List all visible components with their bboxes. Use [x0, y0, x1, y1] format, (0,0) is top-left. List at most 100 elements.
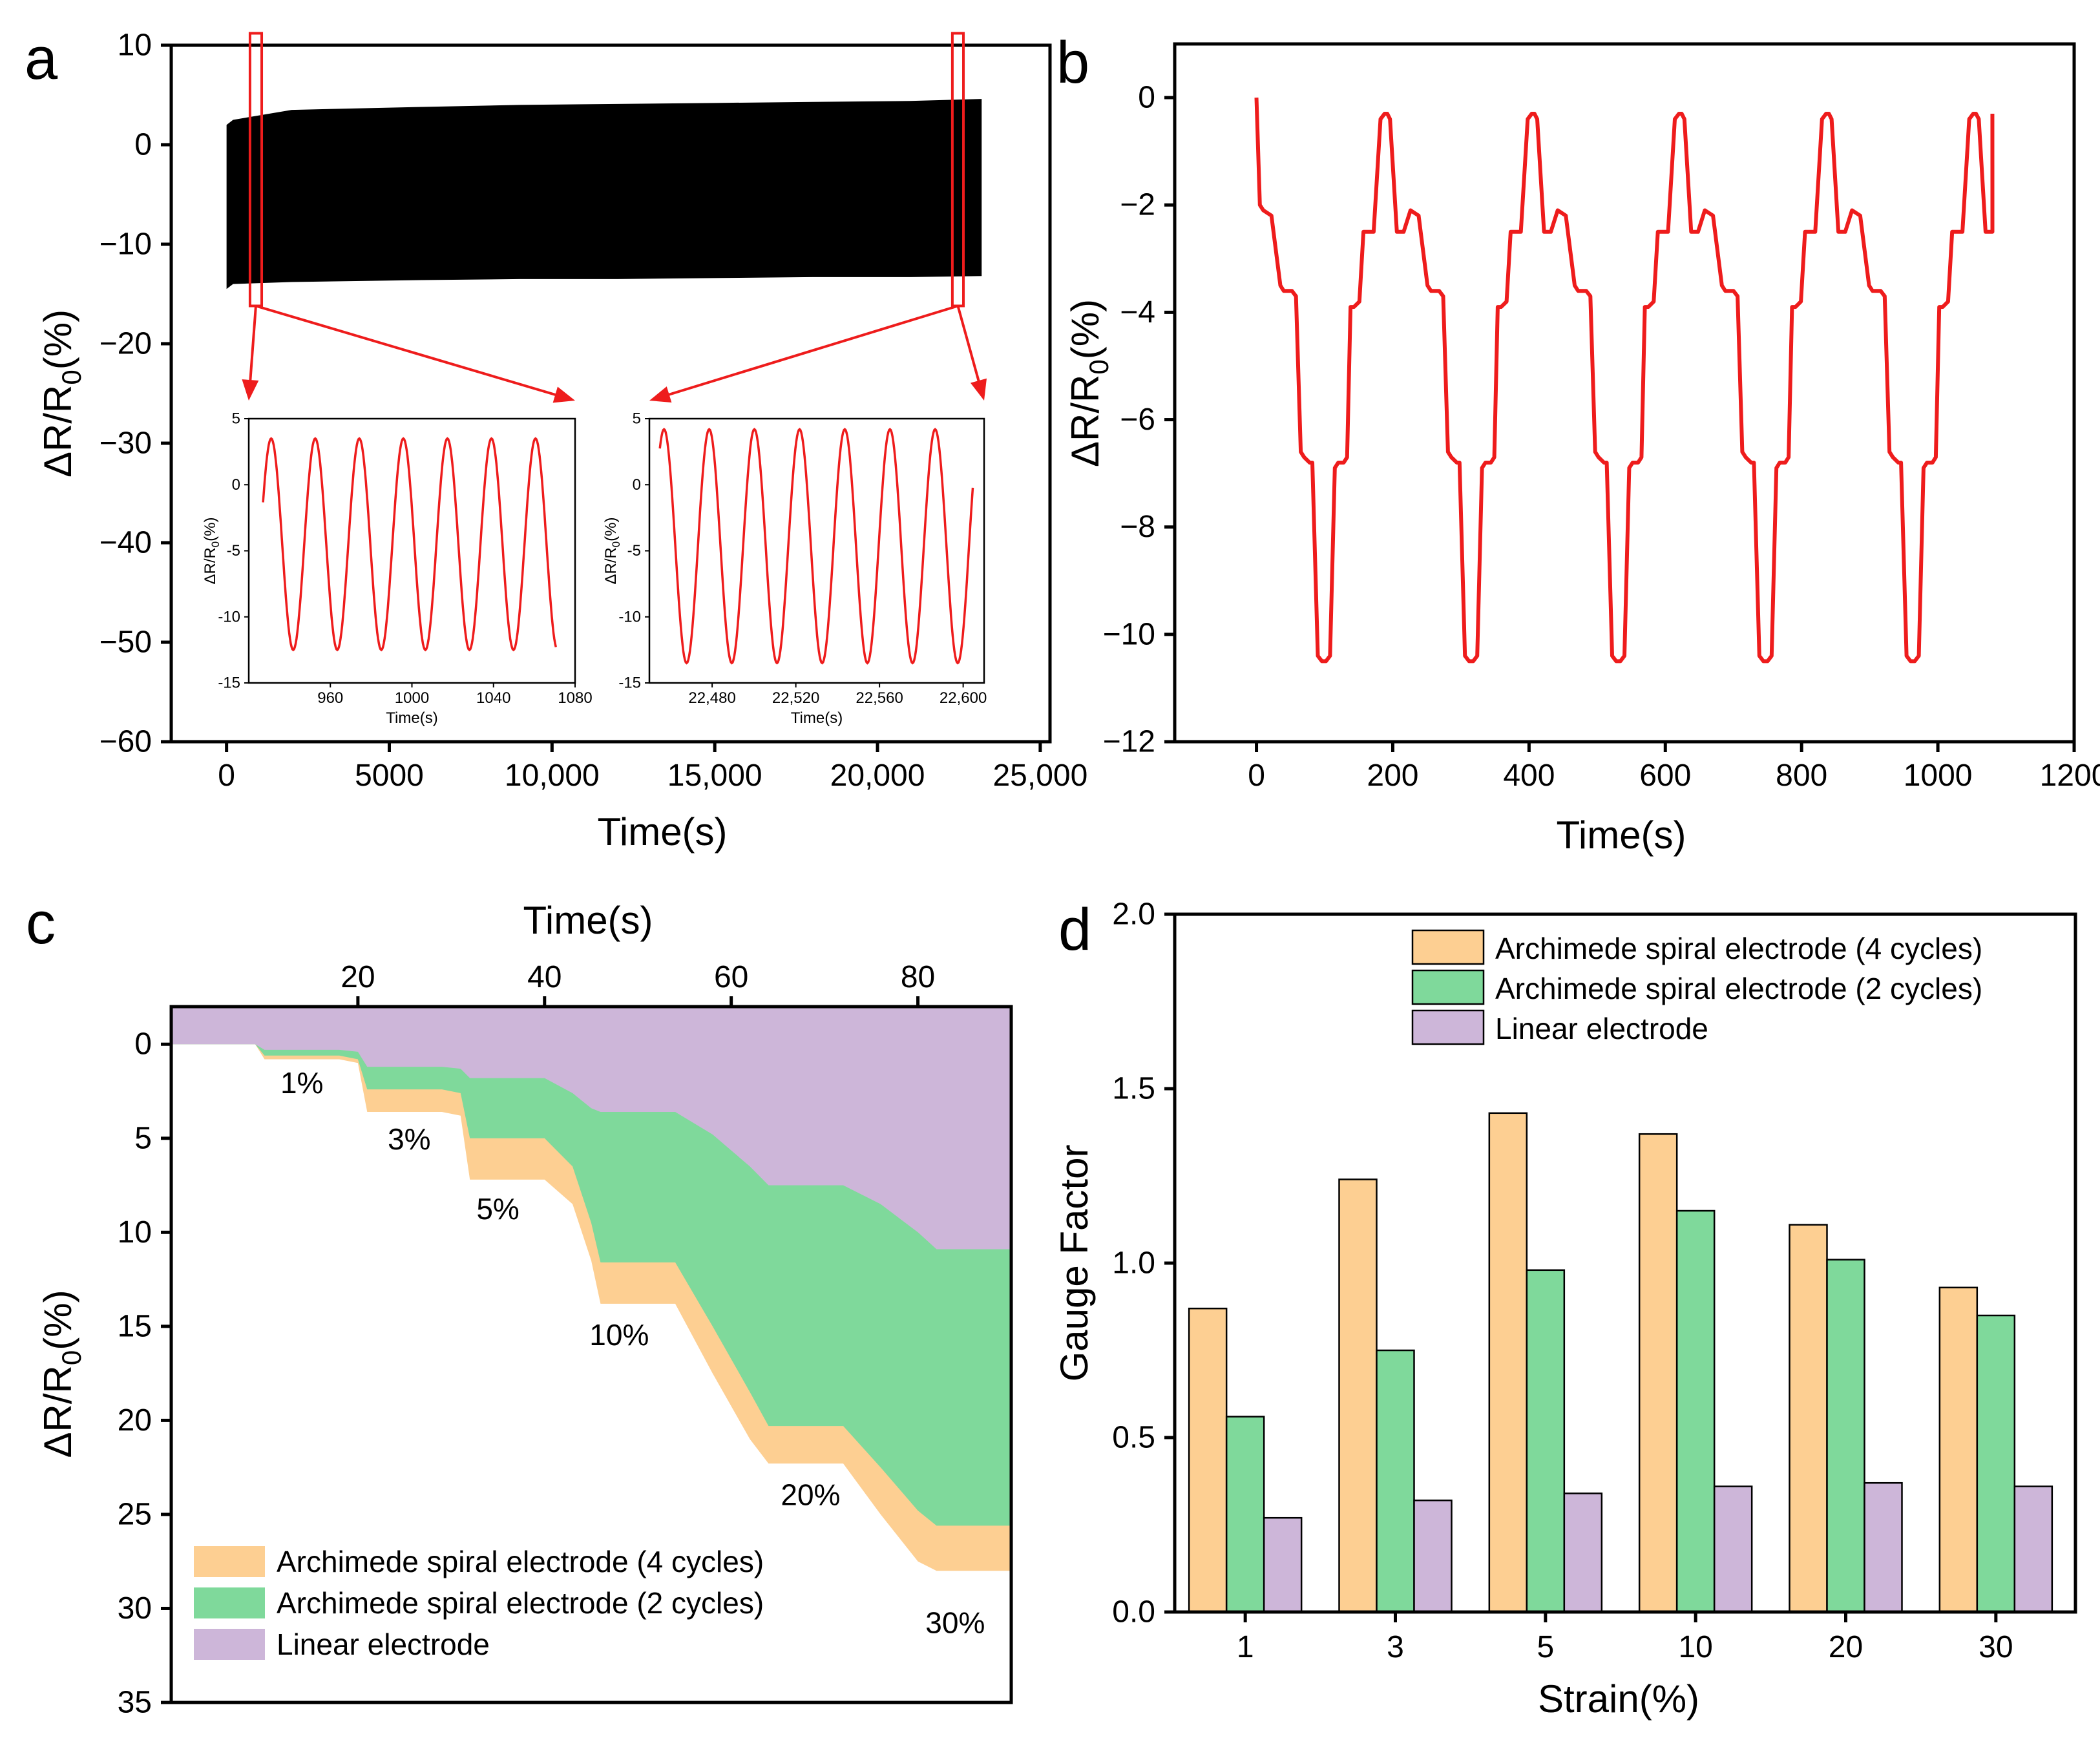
bar: [1188, 1307, 1228, 1613]
y-axis-label: ΔR/R0(%): [36, 1290, 87, 1458]
y-tick-label: 1.5: [1112, 1072, 1155, 1106]
response-line: [1254, 98, 1995, 664]
x-tick-label: 80: [901, 960, 935, 994]
inset-y-tick-label: 5: [633, 410, 641, 428]
y-tick-label: 1.0: [1112, 1246, 1155, 1281]
x-tick-label: 400: [1503, 759, 1555, 793]
inset-y-tick-label: -10: [618, 608, 641, 625]
y-tick-label: 0: [1138, 81, 1155, 115]
bar: [1376, 1349, 1415, 1613]
y-tick-label: 0.0: [1112, 1595, 1155, 1629]
x-tick-label: 30: [1979, 1630, 2013, 1664]
bar: [1338, 1178, 1378, 1613]
legend-swatch: [194, 1587, 265, 1618]
panel-label-a: a: [25, 26, 58, 92]
panel-label-b: b: [1056, 30, 1089, 96]
y-axis-label: ΔR/R0(%): [1064, 299, 1114, 467]
highlight-window: [950, 32, 965, 308]
inset-y-axis-label: ΔR/R0(%): [202, 517, 222, 584]
x-tick-label: 5000: [355, 759, 424, 793]
x-tick-label: 600: [1639, 759, 1691, 793]
y-tick-label: 35: [118, 1686, 152, 1720]
zoom-arrow-line: [248, 306, 257, 384]
x-tick-label: 10,000: [505, 759, 600, 793]
inset-y-tick-label: -15: [618, 675, 641, 692]
y-tick-label: 10: [118, 1215, 152, 1250]
bar: [2013, 1485, 2053, 1613]
bar: [1563, 1492, 1603, 1613]
y-tick-label: 30: [118, 1591, 152, 1626]
x-tick-label: 0: [218, 759, 235, 793]
inset-y-tick-label: -5: [627, 542, 641, 560]
strain-annotation: 1%: [280, 1066, 323, 1100]
y-tick-label: −6: [1120, 403, 1155, 437]
inset-frame: [648, 417, 985, 684]
x-tick-label: 20,000: [830, 759, 925, 793]
y-axis-label: Gauge Factor: [1053, 1145, 1096, 1382]
inset-signal-line: [658, 427, 974, 665]
inset-x-tick-label: 1080: [558, 689, 592, 707]
y-tick-label: −8: [1120, 510, 1155, 544]
inset-y-tick-label: 0: [633, 476, 641, 494]
y-tick-label: −50: [100, 625, 152, 660]
y-tick-label: −10: [1103, 617, 1155, 651]
y-tick-label: 5: [134, 1121, 152, 1155]
zoom-arrow-line: [956, 305, 981, 385]
inset-x-tick-label: 1000: [395, 689, 429, 707]
area-linear: [171, 1007, 1011, 1250]
x-tick-label: 200: [1367, 759, 1418, 793]
legend-swatch: [1411, 1009, 1485, 1045]
y-tick-label: 0: [134, 1027, 152, 1062]
legend-label: Archimede spiral electrode (4 cycles): [277, 1545, 764, 1578]
bar: [1526, 1269, 1566, 1613]
legend-swatch: [1411, 969, 1485, 1005]
x-tick-label: 1200: [2040, 759, 2100, 793]
y-tick-label: −2: [1120, 188, 1155, 222]
legend-swatch: [1411, 929, 1485, 965]
strain-annotation: 10%: [589, 1318, 649, 1352]
x-tick-label: 0: [1248, 759, 1265, 793]
bar: [1225, 1416, 1265, 1613]
y-tick-label: 10: [118, 28, 152, 63]
x-tick-label: 25,000: [992, 759, 1087, 793]
bar: [1638, 1133, 1678, 1613]
legend-label: Archimede spiral electrode (2 cycles): [277, 1586, 764, 1620]
zoom-arrow-head: [970, 378, 987, 401]
x-axis-label: Time(s): [1556, 813, 1686, 857]
panel-b: 0 −2 −4 −6 −8 −10 −12 0 200 400 600 800 1000 1200 Time…: [1064, 42, 2100, 857]
inset-y-tick-label: 5: [232, 410, 240, 428]
x-axis-label: Time(s): [523, 899, 653, 942]
inset-signal-line: [262, 437, 558, 652]
x-tick-label: 20: [1829, 1630, 1863, 1664]
panel-a: 10 0 −10 −20 −30 −40 −50 −60 0 5000 10,000 15,000 20…: [36, 28, 1087, 854]
strain-annotation: 30%: [925, 1606, 985, 1639]
bar: [1488, 1112, 1528, 1613]
inset-y-tick-label: -10: [218, 608, 240, 625]
y-tick-label: −60: [100, 725, 152, 759]
inset-y-tick-label: -15: [218, 675, 240, 692]
inset-x-tick-label: 960: [317, 689, 343, 707]
bar: [1263, 1516, 1303, 1613]
legend-swatch: [194, 1546, 265, 1577]
x-tick-label: 1: [1237, 1630, 1254, 1664]
inset-1: 5 0 -5 -10 -15 960 1000 1040 1080 Time(s) ΔR/R0(%): [202, 410, 593, 728]
x-tick-label: 15,000: [667, 759, 762, 793]
y-tick-label: −10: [100, 227, 152, 262]
panel-label-c: c: [26, 890, 56, 956]
y-tick-label: 20: [118, 1403, 152, 1438]
y-tick-label: 25: [118, 1497, 152, 1531]
bar: [1675, 1209, 1716, 1613]
strain-annotation: 20%: [781, 1478, 840, 1511]
x-tick-label: 40: [527, 960, 562, 994]
zoom-arrow-line: [255, 304, 560, 397]
panel-a-frame: [169, 43, 1052, 744]
x-tick-label: 20: [341, 960, 375, 994]
bar: [1938, 1286, 1979, 1613]
bar: [1413, 1499, 1453, 1613]
legend-label: Linear electrode: [1495, 1012, 1708, 1045]
inset-y-axis-label: ΔR/R0(%): [602, 517, 622, 584]
signal-envelope: [226, 99, 982, 289]
strain-annotation: 3%: [388, 1122, 430, 1156]
zoom-arrow-head: [649, 386, 672, 403]
zoom-arrow-head: [242, 379, 259, 401]
